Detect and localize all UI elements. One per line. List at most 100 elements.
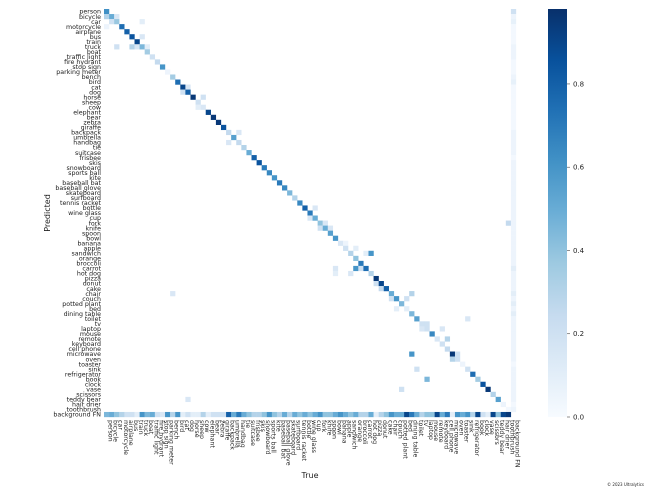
heatmap-cell (271, 411, 278, 418)
heatmap-cell (500, 411, 506, 418)
heatmap-cell (241, 411, 247, 418)
heatmap-cell (266, 170, 273, 176)
heatmap-cell (190, 411, 196, 418)
heatmap-cell (368, 411, 374, 418)
heatmap-cell (434, 411, 440, 418)
heatmap-cell (378, 281, 384, 287)
x-tick-label: teddy bear (498, 420, 505, 455)
heatmap-cell (429, 331, 435, 337)
heatmap-cell (510, 109, 517, 115)
heatmap-cell (109, 411, 115, 418)
y-tick-label: suitcase (75, 150, 101, 157)
heatmap-cell (358, 260, 364, 267)
heatmap-cell (465, 411, 471, 418)
heatmap-cells (104, 9, 517, 418)
heatmap-cell (139, 34, 145, 40)
heatmap-cell (317, 220, 323, 226)
x-tick-label: snowboard (264, 420, 271, 454)
colorbar-tick-label: 0.6 (573, 164, 585, 172)
heatmap-cell (510, 89, 517, 95)
heatmap-cell (144, 49, 150, 55)
x-tick-label: bicycle (112, 420, 119, 442)
heatmap-cell (104, 24, 110, 30)
x-tick-label: motorcycle (122, 420, 129, 455)
heatmap-cell (454, 351, 461, 357)
heatmap-cell (510, 59, 517, 65)
heatmap-cell (200, 104, 206, 110)
y-tick-label: baseball glove (55, 185, 101, 192)
heatmap-cell (343, 240, 349, 246)
heatmap-cell (129, 411, 135, 418)
heatmap-cell (510, 139, 517, 146)
y-tick-label: cup (90, 215, 101, 222)
heatmap-cell (383, 411, 389, 418)
y-tick-label: background FN (53, 412, 101, 419)
heatmap-cell (510, 361, 517, 367)
y-tick-label: book (86, 376, 102, 383)
heatmap-cell (302, 205, 308, 211)
heatmap-cell (510, 240, 517, 246)
heatmap-cell (444, 411, 451, 418)
heatmap-cell (159, 64, 166, 70)
heatmap-cell (363, 411, 369, 418)
heatmap-cell (363, 250, 369, 256)
heatmap-cell (292, 411, 298, 418)
y-tick-label: keyboard (72, 341, 101, 348)
heatmap-cell (510, 306, 517, 312)
y-tick-label: snowboard (67, 165, 101, 172)
heatmap-cell (388, 296, 395, 302)
heatmap-cell (353, 245, 359, 251)
heatmap-cell (114, 14, 120, 20)
y-tick-label: toothbrush (67, 407, 101, 414)
heatmap-cell (165, 69, 171, 75)
x-tick-label: background FN (513, 420, 520, 468)
heatmap-cell (510, 391, 517, 397)
heatmap-cell (510, 79, 517, 85)
heatmap-cell (327, 225, 334, 231)
y-tick-label: sheep (82, 99, 101, 106)
y-tick-label: fire hydrant (64, 59, 101, 66)
heatmap-cell (510, 114, 517, 120)
heatmap-cell (510, 19, 517, 25)
heatmap-cell (312, 411, 318, 418)
heatmap-cell (510, 24, 517, 30)
heatmap-cell (317, 225, 323, 231)
heatmap-cell (510, 366, 517, 372)
x-tick-label: sports ball (269, 420, 276, 453)
heatmap-cell (312, 215, 318, 221)
x-tick-label: bird (178, 420, 185, 432)
heatmap-cell (439, 341, 445, 347)
y-tick-label: bed (89, 306, 101, 313)
heatmap-cell (505, 411, 512, 418)
heatmap-cell (404, 306, 410, 312)
heatmap-cell (175, 79, 181, 85)
heatmap-cell (510, 291, 517, 297)
heatmap-cell (348, 270, 354, 277)
x-tick-label: hair drier (503, 420, 510, 449)
heatmap-cell (510, 230, 517, 236)
heatmap-cell (480, 411, 486, 418)
x-tick-label: bus (132, 420, 139, 431)
x-tick-label: umbrella (234, 420, 241, 448)
y-tick-label: cat (91, 84, 101, 91)
heatmap-cell (185, 396, 191, 403)
heatmap-cell (210, 114, 217, 120)
heatmap-cell (510, 376, 517, 382)
heatmap-cell (495, 411, 501, 418)
y-tick-label: elephant (73, 109, 101, 116)
heatmap-cell (246, 411, 252, 418)
y-tick-label: dining table (64, 311, 102, 318)
heatmap-cell (510, 200, 517, 206)
heatmap-cell (302, 411, 308, 418)
heatmap-cell (170, 291, 176, 297)
colorbar-tick-label: 0.8 (573, 80, 584, 88)
x-tick-label: refrigerator (473, 420, 480, 457)
heatmap-cell (388, 291, 395, 297)
x-tick-label: banana (341, 420, 348, 444)
heatmap-cell (317, 411, 323, 418)
x-tick-label: chair (391, 420, 398, 436)
heatmap-cell (185, 411, 191, 418)
y-tick-label: kite (89, 175, 101, 182)
y-tick-label: pizza (85, 276, 101, 283)
x-tick-label: potted plant (402, 420, 409, 459)
